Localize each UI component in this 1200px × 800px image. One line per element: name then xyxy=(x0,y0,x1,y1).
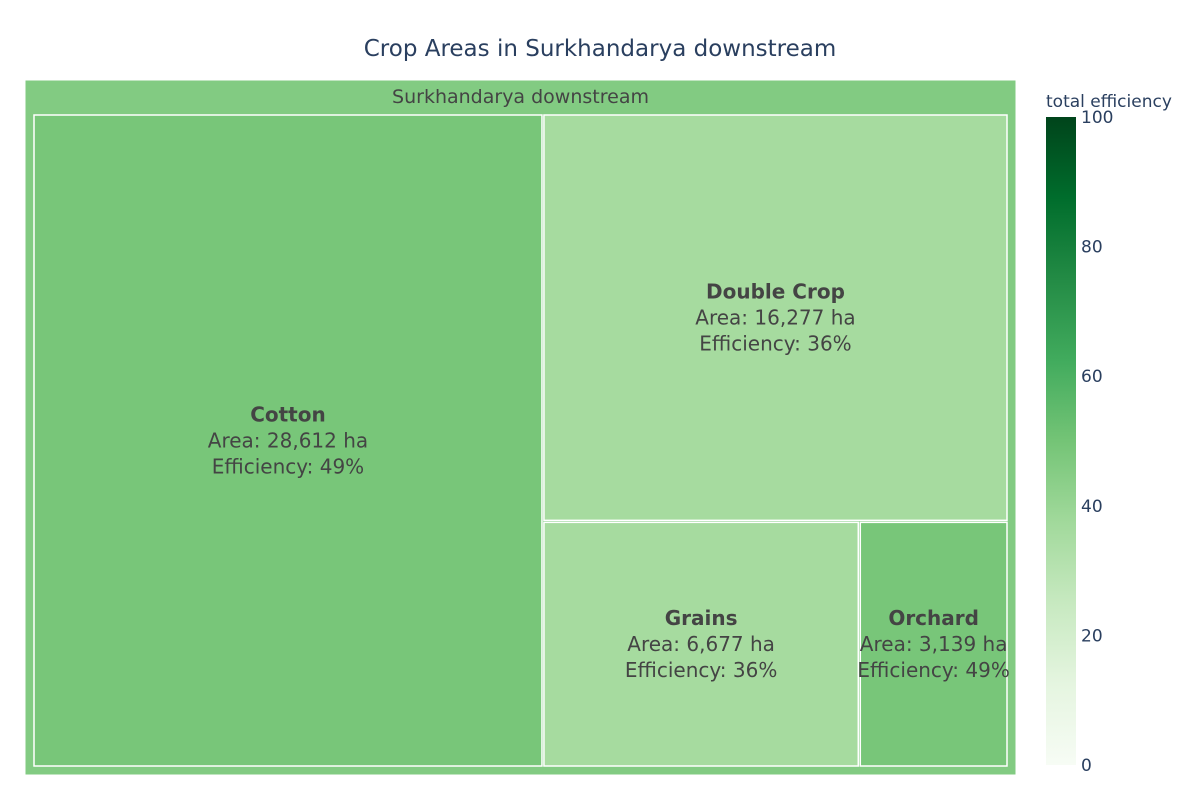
tile-cotton[interactable] xyxy=(33,114,543,767)
tile-orchard-area: Area: 3,139 ha xyxy=(860,632,1008,656)
tile-cotton-area: Area: 28,612 ha xyxy=(208,429,368,453)
tile-grains[interactable] xyxy=(543,521,860,767)
tile-double-crop-area: Area: 16,277 ha xyxy=(695,306,855,330)
tile-grains-name: Grains xyxy=(665,606,738,630)
tile-orchard-name: Orchard xyxy=(888,606,979,630)
colorbar-gradient xyxy=(1046,117,1076,765)
chart-title: Crop Areas in Surkhandarya downstream xyxy=(364,36,837,62)
colorbar-tick-label: 40 xyxy=(1081,497,1103,517)
colorbar-tick-label: 80 xyxy=(1081,238,1103,258)
colorbar-title: total efficiency xyxy=(1046,92,1172,112)
tile-orchard[interactable] xyxy=(859,521,1008,767)
colorbar-tick-label: 60 xyxy=(1081,367,1103,387)
colorbar: total efficiency 0 20 40 60 80 100 xyxy=(1046,92,1172,776)
colorbar-tick-label: 20 xyxy=(1081,626,1103,646)
tile-root-label: Surkhandarya downstream xyxy=(392,86,649,108)
colorbar-tick-label: 0 xyxy=(1081,756,1092,776)
tile-cotton-name: Cotton xyxy=(250,403,326,427)
tile-double-crop[interactable] xyxy=(543,114,1008,522)
colorbar-tick-label: 100 xyxy=(1081,108,1113,128)
tile-grains-area: Area: 6,677 ha xyxy=(627,632,775,656)
tile-double-crop-efficiency: Efficiency: 36% xyxy=(699,332,851,356)
tile-cotton-efficiency: Efficiency: 49% xyxy=(212,455,364,479)
tile-double-crop-name: Double Crop xyxy=(706,280,845,304)
tile-orchard-efficiency: Efficiency: 49% xyxy=(857,658,1009,682)
tile-grains-efficiency: Efficiency: 36% xyxy=(625,658,777,682)
